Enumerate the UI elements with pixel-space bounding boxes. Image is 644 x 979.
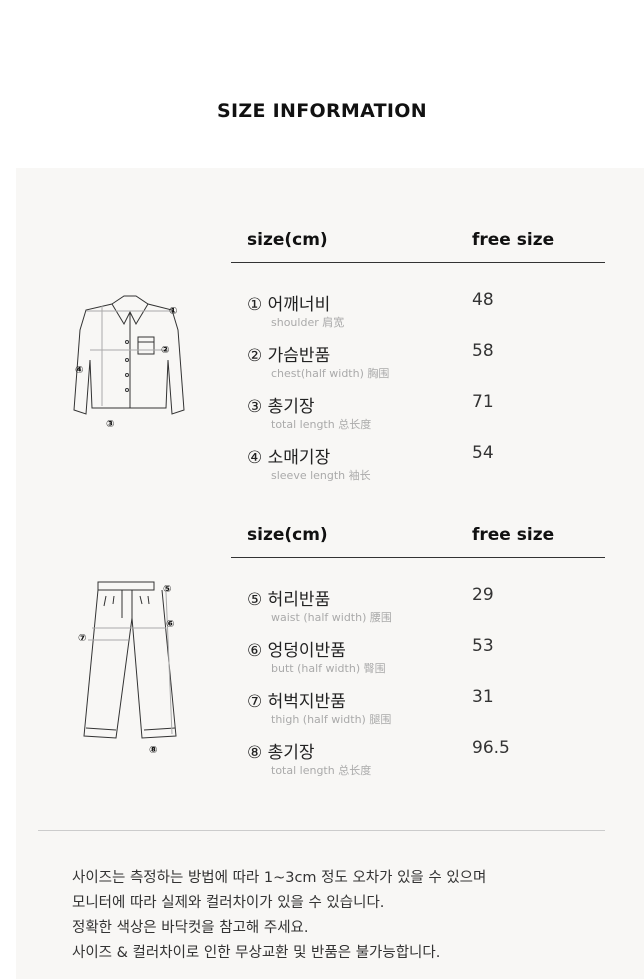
row-name: ⑥ 엉덩이반품 <box>247 641 346 661</box>
table-row: ⑧ 총기장 total length 总长度 96.5 <box>231 726 605 777</box>
row-name: ② 가슴반품 <box>247 346 331 366</box>
table-row: ④ 소매기장 sleeve length 袖长 54 <box>231 431 605 482</box>
table-row: ① 어깨너비 shoulder 肩宽 48 <box>231 278 605 329</box>
header-size-label: size(cm) <box>247 230 328 250</box>
table-row: ⑤ 허리반품 waist (half width) 腰围 29 <box>231 573 605 624</box>
size-panel <box>16 168 644 979</box>
note-line: 사이즈 & 컬러차이로 인한 무상교환 및 반품은 불가능합니다. <box>72 945 441 961</box>
row-value: 58 <box>472 341 494 361</box>
row-value: 31 <box>472 687 494 707</box>
divider <box>38 830 605 831</box>
table-row: ⑥ 엉덩이반품 butt (half width) 臀围 53 <box>231 624 605 675</box>
row-sub: total length 总长度 <box>271 418 372 431</box>
row-name: ⑤ 허리반품 <box>247 590 331 610</box>
label-7: ⑦ <box>78 633 86 644</box>
row-sub: waist (half width) 腰围 <box>271 611 392 624</box>
table-header: size(cm) free size <box>231 222 605 263</box>
row-value: 48 <box>472 290 494 310</box>
label-2: ② <box>161 345 169 356</box>
label-6: ⑥ <box>166 619 174 630</box>
row-name: ① 어깨너비 <box>247 295 331 315</box>
table-row: ③ 총기장 total length 总长度 71 <box>231 380 605 431</box>
row-value: 29 <box>472 585 494 605</box>
row-name: ⑧ 총기장 <box>247 743 315 763</box>
row-name: ③ 총기장 <box>247 397 315 417</box>
bottom-size-table: size(cm) free size ⑤ 허리반품 waist (half wid… <box>231 517 605 777</box>
row-value: 96.5 <box>472 738 510 758</box>
row-name: ④ 소매기장 <box>247 448 331 468</box>
note-line: 모니터에 따라 실제와 컬러차이가 있을 수 있습니다. <box>72 895 385 911</box>
label-8: ⑧ <box>149 745 157 756</box>
row-sub: sleeve length 袖长 <box>271 469 371 482</box>
row-sub: shoulder 肩宽 <box>271 316 345 329</box>
note-line: 정확한 색상은 바닥컷을 참고해 주세요. <box>72 920 309 936</box>
label-3: ③ <box>106 419 114 430</box>
row-value: 71 <box>472 392 494 412</box>
row-sub: chest(half width) 胸围 <box>271 367 390 380</box>
label-4: ④ <box>75 365 83 376</box>
table-row: ⑦ 허벅지반품 thigh (half width) 腿围 31 <box>231 675 605 726</box>
table-row: ② 가슴반품 chest(half width) 胸围 58 <box>231 329 605 380</box>
pants-diagram: ⑤ ⑥ ⑦ ⑧ <box>78 581 177 756</box>
size-notes: 사이즈는 측정하는 방법에 따라 1~3cm 정도 오차가 있을 수 있으며 모… <box>72 866 486 966</box>
row-name: ⑦ 허벅지반품 <box>247 692 346 712</box>
header-free-size: free size <box>472 230 555 250</box>
shirt-diagram: ① ② ③ ④ <box>73 295 185 430</box>
page-title: SIZE INFORMATION <box>217 100 427 122</box>
header-free-size: free size <box>472 525 555 545</box>
header-size-label: size(cm) <box>247 525 328 545</box>
row-value: 53 <box>472 636 494 656</box>
row-sub: butt (half width) 臀围 <box>271 662 386 675</box>
table-header: size(cm) free size <box>231 517 605 558</box>
label-5: ⑤ <box>163 584 171 595</box>
note-line: 사이즈는 측정하는 방법에 따라 1~3cm 정도 오차가 있을 수 있으며 <box>72 870 487 886</box>
row-value: 54 <box>472 443 494 463</box>
label-1: ① <box>169 306 177 317</box>
row-sub: thigh (half width) 腿围 <box>271 713 392 726</box>
top-size-table: size(cm) free size ① 어깨너비 shoulder 肩宽 48 ②… <box>231 222 605 482</box>
row-sub: total length 总长度 <box>271 764 372 777</box>
